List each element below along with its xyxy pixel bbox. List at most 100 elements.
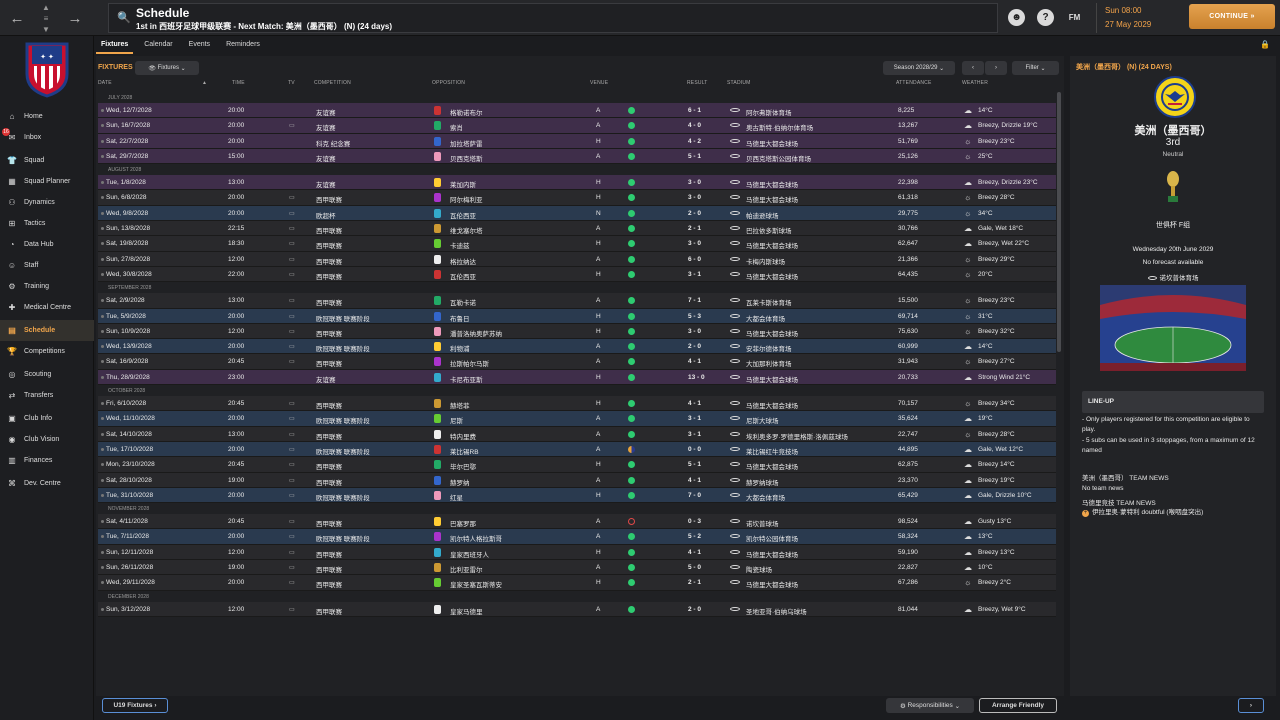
- fixture-opposition[interactable]: 卡尼布亚斯: [450, 376, 483, 384]
- fixture-opposition[interactable]: 贝西克塔斯: [450, 155, 483, 163]
- tab-fixtures[interactable]: Fixtures: [96, 38, 134, 54]
- fixture-competition[interactable]: 西甲联赛: [316, 243, 342, 251]
- fixture-opposition[interactable]: 布鲁日: [450, 315, 470, 323]
- arrange-friendly-button[interactable]: Arrange Friendly: [979, 698, 1057, 713]
- col-date[interactable]: DATE: [98, 80, 112, 86]
- fixture-competition[interactable]: 西甲联赛: [316, 433, 342, 441]
- col-weather[interactable]: WEATHER: [962, 80, 989, 86]
- fixture-opposition[interactable]: 赫罗纳: [450, 479, 470, 487]
- fixture-result[interactable]: 4 - 0: [688, 122, 702, 130]
- fixture-competition[interactable]: 西甲联赛: [316, 551, 342, 559]
- fixture-opposition[interactable]: 特内里费: [450, 433, 476, 441]
- fixture-opposition[interactable]: 瓦伦西亚: [450, 273, 476, 281]
- lineup-heading-box[interactable]: LINE-UP: [1082, 391, 1264, 413]
- fixture-row[interactable]: Wed, 30/8/2028 22:00 ▭ 西甲联赛 瓦伦西亚 H 3 - 1 马德里大都会…: [98, 266, 1056, 283]
- fixture-competition[interactable]: 友谊赛: [316, 182, 336, 190]
- sort-arrow-icon[interactable]: ▲: [202, 80, 208, 86]
- fixture-competition[interactable]: 西甲联赛: [316, 228, 342, 236]
- fixture-competition[interactable]: 欧冠联赛 联赛阶段: [316, 418, 370, 426]
- fixture-opposition[interactable]: 拉斯帕尔马斯: [450, 361, 489, 369]
- fixture-row[interactable]: Tue, 5/9/2028 20:00 ▭ 欧冠联赛 联赛阶段 布鲁日 H 5 - 3 大都会…: [98, 308, 1056, 324]
- fixture-competition[interactable]: 西甲联赛: [316, 567, 342, 575]
- fixture-row[interactable]: Sun, 13/8/2028 22:15 ▭ 西甲联赛 维戈塞尔塔 A 2 - 1 巴拉依多斯…: [98, 221, 1056, 237]
- fixture-opposition[interactable]: 瓦勒卡诺: [450, 300, 476, 308]
- fixture-competition[interactable]: 西甲联赛: [316, 403, 342, 411]
- fixture-row[interactable]: Sun, 12/11/2028 12:00 ▭ 西甲联赛 皇家西班牙人 H 4 - 1 马德里…: [98, 544, 1056, 561]
- fixture-result[interactable]: 4 - 2: [688, 137, 702, 145]
- title-search-bar[interactable]: 🔍 Schedule 1st in 西班牙足球甲级联赛 - Next Match…: [108, 3, 998, 33]
- sidebar-item-finances[interactable]: ▥ Finances: [0, 450, 94, 471]
- fixture-opposition[interactable]: 利物浦: [450, 346, 470, 354]
- sidebar-item-squad-planner[interactable]: ▦ Squad Planner: [0, 171, 94, 192]
- col-opposition[interactable]: OPPOSITION: [432, 80, 466, 86]
- fixture-competition[interactable]: 西甲联赛: [316, 582, 342, 590]
- fixture-opposition[interactable]: 格拉纳达: [450, 258, 476, 266]
- fixture-row[interactable]: Sun, 27/8/2028 12:00 ▭ 西甲联赛 格拉纳达 A 6 - 0 卡梅内斯球场…: [98, 251, 1056, 267]
- fixture-row[interactable]: Sat, 29/7/2028 15:00 友谊赛 贝西克塔斯 A 5 - 1 贝西克塔斯公园…: [98, 148, 1056, 165]
- fixture-competition[interactable]: 西甲联赛: [316, 479, 342, 487]
- fixture-opposition[interactable]: 巴塞罗那: [450, 521, 476, 529]
- sidebar-item-competitions[interactable]: 🏆 Competitions: [0, 341, 94, 362]
- fixture-competition[interactable]: 西甲联赛: [316, 608, 342, 616]
- col-result[interactable]: RESULT: [687, 80, 708, 86]
- fixture-opposition[interactable]: 赫塔菲: [450, 403, 470, 411]
- fixture-opposition[interactable]: 红星: [450, 494, 463, 502]
- fixture-opposition[interactable]: 毕尔巴鄂: [450, 464, 476, 472]
- fixture-row[interactable]: Tue, 7/11/2028 20:00 ▭ 欧冠联赛 联赛阶段 凯尔特人格拉斯哥 A 5 …: [98, 529, 1056, 545]
- lock-icon[interactable]: 🔒: [1260, 40, 1270, 49]
- fixture-result[interactable]: 7 - 0: [688, 491, 702, 499]
- col-venue[interactable]: VENUE: [590, 80, 609, 86]
- sidebar-item-home[interactable]: ⌂ Home: [0, 106, 94, 127]
- fixture-competition[interactable]: 欧冠联赛 联赛阶段: [316, 346, 370, 354]
- fixture-row[interactable]: Sat, 4/11/2028 20:45 ▭ 西甲联赛 巴塞罗那 A 0 - 3 诺坎普球场 9…: [98, 514, 1056, 530]
- sidebar-item-data-hub[interactable]: ◔ Data Hub: [0, 234, 94, 255]
- fixture-result[interactable]: 5 - 3: [688, 312, 702, 320]
- fixture-row[interactable]: Mon, 23/10/2028 20:45 ▭ 西甲联赛 毕尔巴鄂 H 5 - 1 马德里大都…: [98, 457, 1056, 473]
- fixture-row[interactable]: Sun, 6/8/2028 20:00 ▭ 西甲联赛 阿尔梅利亚 H 3 - 0 马德里大都会…: [98, 190, 1056, 206]
- fixture-competition[interactable]: 欧冠联赛 联赛阶段: [316, 536, 370, 544]
- fixture-opposition[interactable]: 卡迪兹: [450, 243, 470, 251]
- fixture-result[interactable]: 5 - 2: [688, 533, 702, 541]
- fixture-opposition[interactable]: 凯尔特人格拉斯哥: [450, 536, 502, 544]
- fixture-row[interactable]: Sun, 10/9/2028 12:00 ▭ 西甲联赛 潘普洛纳奥萨苏纳 H 3 - 0 马德…: [98, 323, 1056, 340]
- chevron-down-icon[interactable]: ▼: [42, 24, 50, 34]
- fixture-competition[interactable]: 西甲联赛: [316, 330, 342, 338]
- col-competition[interactable]: COMPETITION: [314, 80, 351, 86]
- prev-season-button[interactable]: ‹: [962, 61, 984, 75]
- continue-button[interactable]: CONTINUE »: [1189, 4, 1275, 29]
- fixture-result[interactable]: 2 - 1: [688, 579, 702, 587]
- fixture-result[interactable]: 0 - 3: [688, 518, 702, 526]
- fixture-competition[interactable]: 友谊赛: [316, 155, 336, 163]
- fixture-row[interactable]: Wed, 9/8/2028 20:00 ▭ 欧超杯 瓦伦西亚 N 2 - 0 帕迪逊球场 29,…: [98, 205, 1056, 222]
- fixture-row[interactable]: Wed, 12/7/2028 20:00 友谊赛 格勒诺布尔 A 6 - 1 阿尔弗斯体育场…: [98, 103, 1056, 119]
- fixture-opposition[interactable]: 索肖: [450, 125, 463, 133]
- club-crest[interactable]: ✦ ✦: [24, 40, 70, 98]
- fixture-competition[interactable]: 友谊赛: [316, 125, 336, 133]
- fixture-competition[interactable]: 欧冠联赛 联赛阶段: [316, 494, 370, 502]
- sidebar-item-scouting[interactable]: ◎ Scouting: [0, 364, 94, 385]
- game-date[interactable]: Sun 08:00 27 May 2029: [1096, 3, 1182, 33]
- next-season-button[interactable]: ›: [985, 61, 1007, 75]
- fixture-opposition[interactable]: 莱比锡RB: [450, 448, 479, 456]
- fixture-result[interactable]: 2 - 0: [688, 343, 702, 351]
- fixture-competition[interactable]: 欧超杯: [316, 212, 336, 220]
- fixture-result[interactable]: 5 - 1: [688, 461, 702, 469]
- fixture-opposition[interactable]: 潘普洛纳奥萨苏纳: [450, 330, 502, 338]
- social-icon[interactable]: ☻: [1008, 9, 1025, 26]
- filter-dropdown[interactable]: Filter ⌄: [1012, 61, 1059, 75]
- own-news-item[interactable]: + 伊拉里奥·蒙特利 doubtful (喉咽盘突出): [1082, 508, 1203, 518]
- tab-calendar[interactable]: Calendar: [144, 41, 173, 48]
- season-dropdown[interactable]: Season 2028/29 ⌄: [883, 61, 955, 75]
- fixture-row[interactable]: Sun, 16/7/2028 20:00 ▭ 友谊赛 索肖 A 4 - 0 奥古斯特·伯纳尔体…: [98, 118, 1056, 134]
- fixture-row[interactable]: Sat, 14/10/2028 13:00 ▭ 西甲联赛 特内里费 A 3 - 1 埃利奥多罗…: [98, 426, 1056, 442]
- fixture-result[interactable]: 2 - 1: [688, 225, 702, 233]
- match-stadium[interactable]: 诺坎普体育场: [1070, 272, 1276, 282]
- fixture-result[interactable]: 13 - 0: [688, 373, 705, 381]
- fixture-result[interactable]: 5 - 0: [688, 564, 702, 572]
- fixture-result[interactable]: 6 - 0: [688, 255, 702, 263]
- sidebar-item-staff[interactable]: ☺ Staff: [0, 255, 94, 276]
- fixture-row[interactable]: Sat, 28/10/2028 19:00 ▭ 西甲联赛 赫罗纳 A 4 - 1 赫罗纳球场 2…: [98, 472, 1056, 488]
- sidebar-item-inbox[interactable]: ✉ Inbox 16: [0, 127, 94, 148]
- fixture-opposition[interactable]: 尼斯: [450, 418, 463, 426]
- col-attendance[interactable]: ATTENDANCE: [896, 80, 932, 86]
